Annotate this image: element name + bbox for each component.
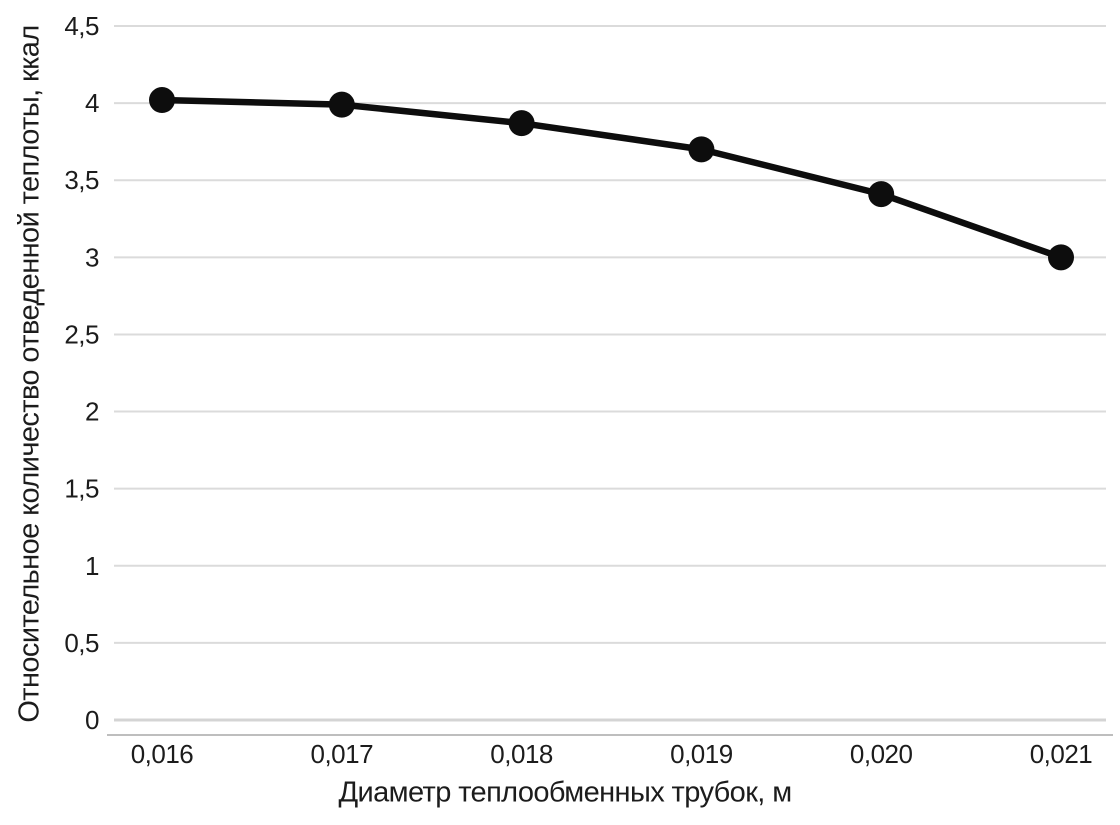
y-tick-label: 3 — [85, 242, 99, 272]
x-tick-label: 0,017 — [311, 739, 374, 769]
data-point — [508, 110, 535, 137]
x-tick-labels: 0,016 0,017 0,018 0,019 0,020 0,021 — [131, 739, 1093, 769]
data-point — [1048, 244, 1074, 271]
gridlines — [114, 25, 1106, 722]
x-tick-label: 0,016 — [131, 739, 194, 769]
x-tick-label: 0,018 — [490, 739, 553, 769]
data-point — [868, 181, 895, 208]
x-tick-label: 0,020 — [850, 739, 913, 769]
y-tick-label: 2 — [85, 397, 99, 427]
y-tick-label: 4 — [85, 88, 99, 118]
x-tick-label: 0,021 — [1030, 739, 1093, 769]
data-line — [158, 96, 1065, 261]
y-tick-label: 3,5 — [64, 165, 99, 195]
y-tick-label: 1,5 — [64, 474, 99, 504]
y-tick-label: 0,5 — [64, 628, 99, 658]
y-tick-label: 0 — [85, 705, 99, 735]
y-tick-labels: 0 0,5 1 1,5 2 2,5 3 3,5 4 4,5 — [64, 11, 99, 735]
y-tick-label: 2,5 — [64, 319, 99, 349]
data-point — [328, 91, 355, 118]
y-axis-title: Относительное количество отведенной тепл… — [13, 25, 46, 723]
data-point — [688, 136, 715, 163]
y-tick-label: 1 — [85, 551, 99, 581]
data-points — [149, 87, 1074, 271]
y-tick-label: 4,5 — [64, 11, 99, 41]
x-axis-title: Диаметр теплообменных трубок, м — [338, 776, 792, 809]
data-point — [149, 87, 175, 114]
x-tick-label: 0,019 — [670, 739, 733, 769]
